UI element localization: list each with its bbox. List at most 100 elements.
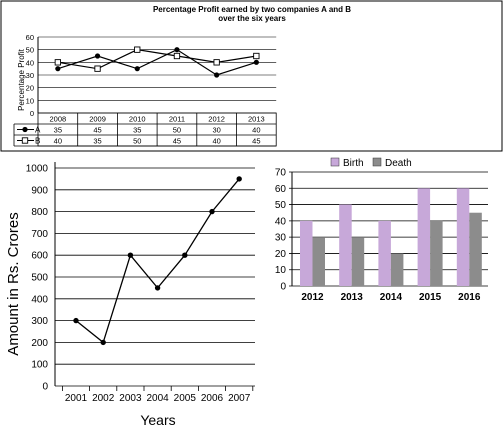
birth-death-chart: Birth Death 0 10 20 30 40 50 60 70 2012 2013 2014 2… — [275, 157, 488, 303]
amount-point — [73, 317, 79, 324]
profit-series-label: B — [35, 137, 40, 146]
vitals-bar-birth — [378, 220, 391, 286]
amount-x-tick: 2003 — [119, 393, 142, 404]
profit-key-marker — [21, 137, 29, 144]
profit-point-b — [253, 52, 260, 60]
amount-y-tick: 900 — [31, 185, 48, 196]
profit-point-a — [94, 53, 101, 59]
profit-table-cell: 40 — [212, 137, 220, 146]
amount-point — [182, 252, 188, 258]
profit-point-b — [213, 59, 220, 66]
vitals-bar-death — [469, 212, 482, 286]
profit-key-marker — [22, 126, 28, 133]
profit-series-label: A — [35, 126, 41, 135]
amount-x-tick: 2002 — [92, 393, 115, 404]
profit-x-tick: 2012 — [208, 115, 225, 124]
amount-y-tick: 1000 — [26, 164, 49, 175]
profit-point-a — [214, 72, 220, 78]
profit-y-tick: 30 — [26, 71, 34, 80]
amount-chart: 0 100 200 300 400 500 600 700 800 900 1000 2001 200… — [5, 162, 255, 428]
amount-x-tick: 2001 — [65, 393, 88, 404]
vitals-bar-death — [430, 220, 443, 286]
amount-point — [154, 285, 161, 291]
vitals-legend-label-birth: Birth — [343, 158, 364, 169]
amount-y-tick: 700 — [31, 229, 48, 240]
profit-point-b — [134, 46, 141, 53]
profit-point-b — [94, 65, 101, 72]
profit-table-cell: 45 — [252, 137, 260, 146]
vitals-bar-birth — [300, 220, 313, 286]
vitals-y-tick: 60 — [275, 184, 287, 195]
profit-point-a — [134, 66, 140, 72]
profit-x-tick: 2013 — [248, 115, 265, 124]
vitals-legend-swatch-birth — [330, 157, 340, 167]
amount-y-tick: 200 — [31, 338, 48, 349]
vitals-x-tick: 2016 — [458, 292, 481, 303]
vitals-bar-birth — [456, 188, 470, 286]
amount-y-tick: 800 — [31, 207, 48, 218]
vitals-x-tick: 2012 — [301, 292, 324, 303]
vitals-bar-death — [312, 237, 325, 286]
amount-series-line — [75, 178, 240, 344]
vitals-bar-death — [390, 253, 404, 286]
vitals-bar-birth — [417, 188, 431, 286]
amount-x-tick: 2006 — [201, 393, 224, 404]
profit-y-tick: 20 — [26, 84, 34, 93]
profit-table-cell: 35 — [93, 137, 101, 146]
amount-y-tick: 600 — [31, 251, 48, 262]
profit-x-tick: 2009 — [89, 115, 106, 124]
profit-table-cell: 35 — [133, 126, 141, 135]
amount-y-tick: 500 — [31, 273, 48, 284]
amount-x-tick: 2007 — [228, 393, 251, 404]
amount-point — [209, 208, 215, 215]
amount-point — [127, 252, 134, 258]
vitals-bar-death — [351, 237, 365, 286]
profit-series-a-line — [57, 48, 257, 76]
amount-y-tick: 100 — [31, 360, 48, 371]
profit-y-tick: 60 — [26, 33, 34, 42]
vitals-y-tick: 40 — [275, 216, 287, 227]
profit-chart-frame — [0, 0, 503, 152]
profit-point-a — [253, 59, 259, 65]
profit-series-b-line — [57, 49, 257, 70]
amount-x-tick: 2004 — [146, 393, 169, 404]
profit-x-tick: 2010 — [129, 115, 146, 124]
profit-table-cell: 35 — [54, 126, 62, 135]
vitals-y-tick: 0 — [280, 282, 286, 293]
vitals-y-tick: 70 — [275, 168, 287, 179]
amount-y-tick: 300 — [31, 316, 48, 327]
amount-chart-ylabel: Amount in Rs. Crores — [5, 212, 22, 355]
profit-table-cell: 45 — [173, 137, 181, 146]
profit-table-cell: 45 — [93, 126, 101, 135]
profit-point-a — [55, 66, 61, 72]
profit-chart-title-2: over the six years — [218, 14, 286, 23]
profit-table-cell: 50 — [133, 137, 141, 146]
profit-x-tick: 2011 — [169, 115, 185, 124]
vitals-y-tick: 10 — [275, 265, 287, 276]
profit-point-a — [174, 47, 180, 53]
profit-chart-ylabel: Percentage Profit — [17, 48, 26, 111]
profit-chart-title-1: Percentage Profit earned by two companie… — [153, 5, 351, 14]
amount-x-tick: 2005 — [174, 393, 197, 404]
profit-table-cell: 50 — [173, 126, 181, 135]
profit-chart: Percentage Profit earned by two companie… — [0, 0, 503, 152]
profit-point-b — [54, 59, 62, 66]
profit-y-tick: 10 — [26, 96, 34, 105]
profit-y-tick: 40 — [26, 58, 34, 67]
profit-table-cell: 30 — [212, 126, 220, 135]
vitals-x-tick: 2015 — [419, 292, 442, 303]
profit-x-tick: 2008 — [50, 115, 67, 124]
vitals-y-tick: 20 — [275, 249, 287, 260]
profit-y-tick: 50 — [26, 46, 34, 55]
profit-y-tick: 0 — [30, 109, 34, 118]
profit-table-cell: 40 — [54, 137, 62, 146]
vitals-y-tick: 50 — [275, 200, 287, 211]
amount-y-tick: 400 — [31, 294, 48, 305]
profit-table-cell: 40 — [252, 126, 260, 135]
vitals-legend-label-death: Death — [385, 158, 412, 169]
profit-point-b — [173, 52, 181, 60]
vitals-legend-swatch-death — [372, 157, 382, 167]
amount-point — [236, 176, 242, 182]
amount-chart-xlabel: Years — [140, 412, 175, 428]
